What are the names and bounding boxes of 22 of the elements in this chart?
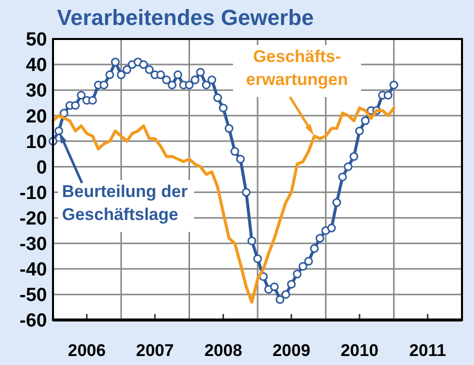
y-tick-label: -10	[20, 182, 47, 204]
x-tick-label: 2009	[272, 341, 310, 360]
x-tick-label: 2008	[204, 341, 242, 360]
y-tick-label: 0	[36, 157, 47, 178]
x-tick-label: 2006	[68, 341, 106, 360]
y-tick-label: -20	[20, 208, 47, 230]
y-tick-label: 50	[26, 30, 47, 51]
y-tick-label: 20	[26, 106, 47, 128]
y-tick-label: 30	[26, 80, 47, 102]
x-tick-label: 2010	[340, 341, 378, 360]
line-series	[52, 106, 396, 304]
x-tick-label: 2007	[136, 341, 174, 360]
series-label: Geschäfts- erwartungen	[246, 47, 348, 89]
y-tick-label: -40	[20, 260, 47, 281]
x-tick-label: 2011	[409, 341, 446, 360]
y-tick-label: -60	[20, 310, 47, 332]
y-tick-label: -50	[20, 285, 47, 306]
y-tick-label: -30	[20, 234, 47, 256]
text: Beurteilung der Geschäftslage	[62, 182, 188, 224]
chart-title: Verarbeitendes Gewerbe	[57, 5, 314, 30]
y-tick-label: 40	[26, 55, 47, 76]
y-tick-label: 10	[26, 132, 47, 153]
